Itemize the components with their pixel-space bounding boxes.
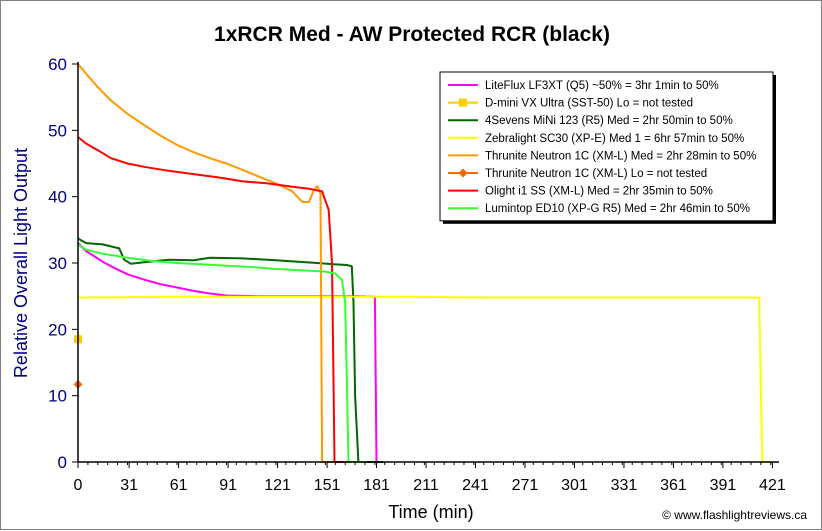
legend-label-3: Zebralight SC30 (XP-E) Med 1 = 6hr 57min… [485,133,744,145]
legend-label-0: LiteFlux LF3XT (Q5) ~50% = 3hr 1min to 5… [485,80,719,92]
y-tick-label: 30 [48,254,67,273]
x-tick-label: 61 [170,477,188,494]
x-tick-label: 91 [219,477,237,494]
legend-label-6: Olight i1 SS (XM-L) Med = 2hr 35min to 5… [485,186,713,198]
x-tick-label: 391 [710,477,737,494]
legend-marker-1 [459,98,467,107]
x-tick-label: 31 [120,477,138,494]
x-tick-label: 331 [611,477,638,494]
legend-label-5: Thrunite Neutron 1C (XM-L) Lo = not test… [485,168,707,180]
series-line-7 [77,243,367,463]
x-tick-label: 0 [74,477,83,494]
x-tick-label: 421 [759,477,786,494]
y-tick-label: 0 [58,453,67,472]
x-tick-label: 271 [512,477,539,494]
y-tick-label: 50 [48,121,67,140]
y-tick-label: 10 [48,387,67,406]
x-tick-label: 121 [264,477,291,494]
x-tick-label: 241 [462,477,489,494]
legend-label-1: D-mini VX Ultra (SST-50) Lo = not tested [485,98,693,110]
y-tick-label: 20 [48,320,67,339]
series-line-4 [77,63,342,463]
y-tick-label: 60 [48,55,67,74]
x-tick-label: 301 [561,477,588,494]
y-tick-label: 40 [48,188,67,207]
series-line-6 [77,136,351,463]
x-tick-label: 181 [363,477,390,494]
legend-label-2: 4Sevens MiNi 123 (R5) Med = 2hr 50min to… [485,115,733,127]
y-axis-title: Relative Overall Light Output [11,148,31,378]
x-tick-label: 211 [413,477,439,494]
x-tick-label: 361 [660,477,687,494]
series-line-3 [77,295,771,463]
legend-box [439,71,774,222]
legend-label-4: Thrunite Neutron 1C (XM-L) Med = 2hr 28m… [485,150,756,162]
legend-label-7: Lumintop ED10 (XP-G R5) Med = 2hr 46min … [485,203,750,215]
credit-text: © www.flashlightreviews.ca [662,508,807,522]
x-tick-label: 151 [314,477,341,494]
legend-marker-5 [458,168,468,178]
chart-title: 1xRCR Med - AW Protected RCR (black) [214,23,610,46]
x-axis-title: Time (min) [388,502,473,522]
